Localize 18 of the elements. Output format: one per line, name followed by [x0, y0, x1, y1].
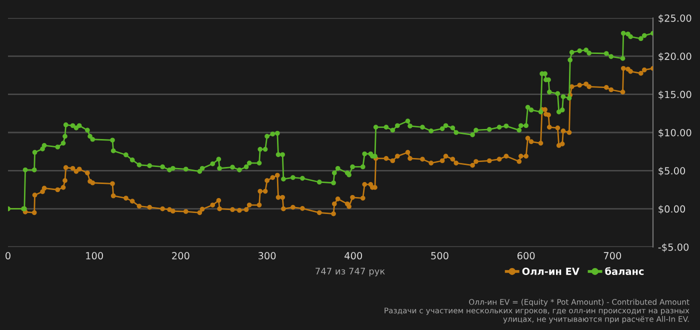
legend-label: Олл-ин EV [522, 268, 580, 276]
x-tick-label: 600 [517, 252, 535, 260]
legend-label: баланс [605, 267, 644, 276]
y-tick-label: $0.00 [658, 205, 686, 214]
y-tick-label: -$5.00 [658, 243, 689, 252]
x-tick-label: 0 [6, 252, 10, 260]
y-tick-label: $5.00 [658, 166, 686, 176]
text: 747 из 747 рук [316, 268, 385, 276]
x-tick-label: 200 [172, 252, 190, 260]
x-tick-label: 100 [86, 252, 103, 260]
y-tick-label: $25.00 [658, 14, 692, 24]
y-tick-label: $20.00 [658, 52, 692, 62]
x-tick-label: 500 [431, 252, 448, 260]
y-tick-label: $10.00 [658, 128, 692, 138]
x-tick-label: 700 [604, 252, 622, 260]
x-tick-label: 400 [344, 252, 362, 260]
x-tick-label: 300 [258, 252, 276, 260]
y-tick-label: $15.00 [658, 90, 692, 100]
